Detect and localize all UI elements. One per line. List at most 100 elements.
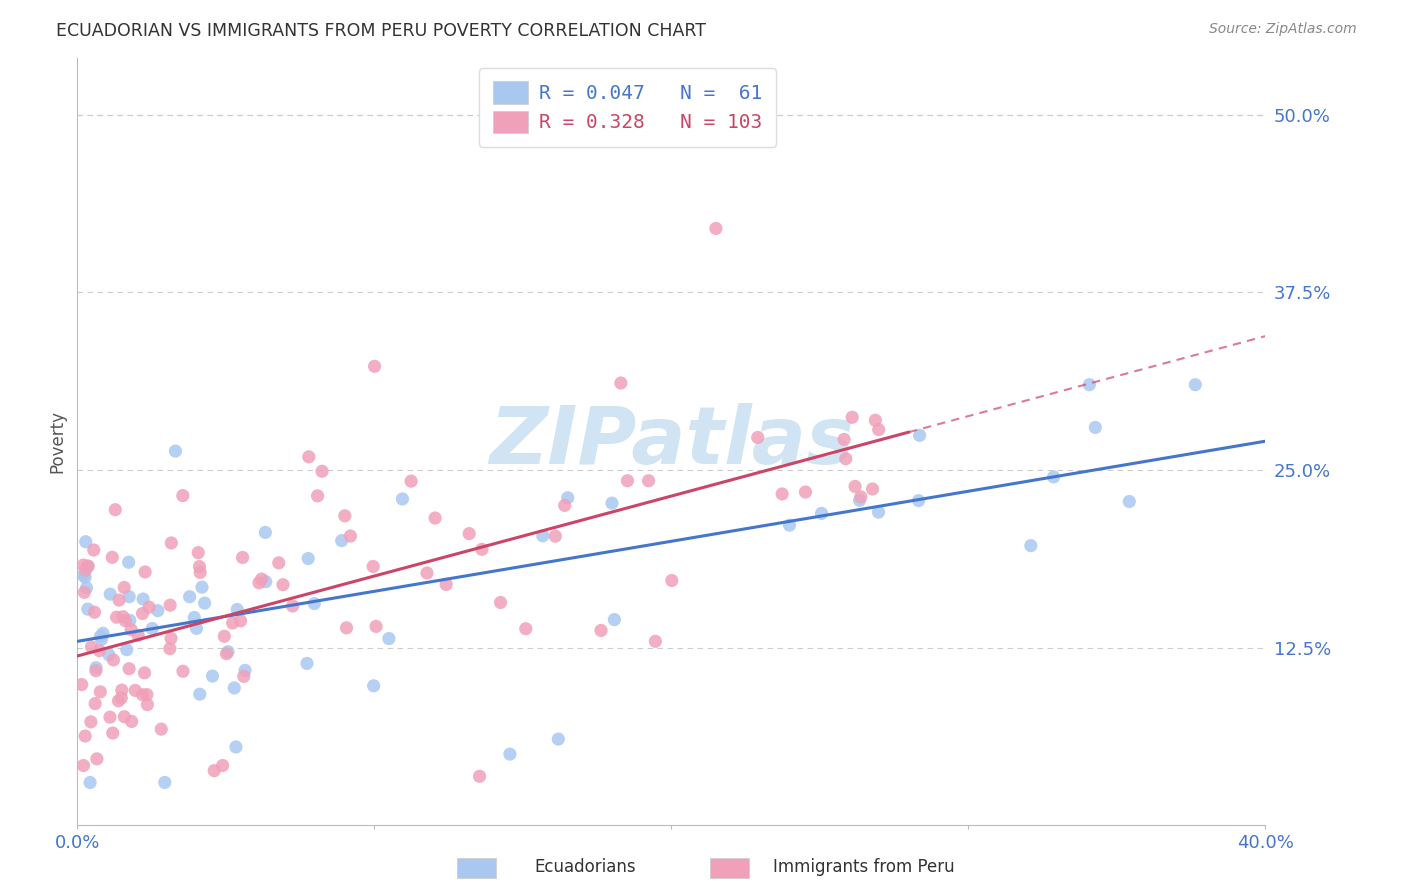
Point: [868, 505, 890, 519]
Point: [423, 511, 446, 525]
Point: [84, 661, 107, 675]
Point: [311, 464, 333, 478]
Point: [868, 423, 890, 437]
Point: [254, 525, 277, 540]
Point: [134, 665, 156, 680]
Point: [91, 626, 114, 640]
Point: [121, 714, 143, 729]
Point: [603, 613, 626, 627]
Point: [211, 758, 233, 772]
Point: [908, 428, 931, 442]
Point: [644, 634, 666, 648]
Point: [172, 665, 194, 679]
Point: [297, 551, 319, 566]
Point: [489, 595, 512, 609]
Point: [499, 747, 522, 761]
Point: [86, 752, 108, 766]
Point: [183, 610, 205, 624]
Point: [295, 657, 318, 671]
Point: [307, 489, 329, 503]
Point: [339, 529, 361, 543]
Point: [304, 597, 326, 611]
Point: [832, 433, 855, 447]
Point: [112, 581, 135, 595]
Point: [80, 640, 103, 654]
Point: [77, 559, 100, 574]
Point: [1084, 420, 1107, 434]
Point: [616, 474, 638, 488]
Text: ZIPatlas: ZIPatlas: [489, 402, 853, 481]
Point: [364, 619, 387, 633]
Point: [363, 679, 385, 693]
Point: [97, 648, 120, 662]
Point: [217, 645, 239, 659]
Point: [127, 628, 149, 642]
Point: [75, 570, 97, 584]
Point: [1042, 470, 1064, 484]
Point: [779, 518, 801, 533]
Point: [333, 508, 356, 523]
Point: [75, 563, 97, 577]
Point: [1118, 494, 1140, 508]
Point: [84, 697, 107, 711]
Point: [247, 575, 270, 590]
Point: [589, 624, 612, 638]
Point: [118, 590, 141, 604]
Point: [135, 688, 157, 702]
Point: [747, 430, 769, 444]
Point: [794, 485, 817, 500]
Point: [153, 775, 176, 789]
Point: [224, 681, 246, 695]
Point: [841, 410, 863, 425]
Point: [98, 587, 121, 601]
Point: [865, 413, 887, 427]
Point: [335, 621, 357, 635]
Point: [391, 491, 413, 506]
Point: [271, 577, 294, 591]
Point: [188, 559, 211, 574]
Point: [849, 490, 872, 504]
Point: [89, 685, 111, 699]
Point: [89, 629, 111, 643]
Point: [70, 677, 93, 691]
Point: [298, 450, 321, 464]
Point: [214, 629, 236, 643]
Point: [108, 593, 131, 607]
Point: [101, 550, 124, 565]
Point: [515, 622, 537, 636]
Point: [159, 641, 181, 656]
Point: [844, 479, 866, 493]
Point: [1019, 539, 1042, 553]
Point: [104, 502, 127, 516]
Point: [89, 643, 111, 657]
Point: [118, 555, 141, 569]
Point: [120, 623, 142, 637]
Point: [254, 574, 277, 589]
Point: [80, 714, 103, 729]
Point: [159, 598, 181, 612]
Point: [112, 710, 135, 724]
Point: [232, 550, 254, 565]
Point: [471, 542, 494, 557]
Point: [114, 614, 136, 628]
Point: [434, 577, 457, 591]
Point: [172, 489, 194, 503]
Point: [226, 602, 249, 616]
Point: [75, 534, 97, 549]
Point: [862, 482, 884, 496]
Point: [141, 622, 163, 636]
Point: [250, 572, 273, 586]
Point: [112, 609, 135, 624]
Point: [72, 758, 94, 772]
Point: [84, 664, 107, 678]
Point: [75, 729, 97, 743]
Point: [179, 590, 201, 604]
Point: [848, 493, 870, 508]
Text: Source: ZipAtlas.com: Source: ZipAtlas.com: [1209, 22, 1357, 37]
Point: [610, 376, 633, 390]
Point: [704, 221, 727, 235]
Point: [186, 621, 208, 635]
Point: [215, 647, 238, 661]
Point: [191, 580, 214, 594]
Point: [90, 632, 112, 647]
